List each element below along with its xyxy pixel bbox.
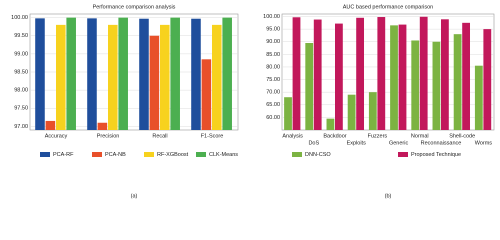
legend-swatch xyxy=(40,152,50,157)
x-tick-label: DoS xyxy=(308,140,319,146)
bar xyxy=(45,120,56,130)
bar xyxy=(377,17,386,131)
bar xyxy=(441,19,449,130)
chart-title: AUC based performance comparison xyxy=(343,4,434,10)
bar xyxy=(411,40,420,131)
bar xyxy=(462,22,471,130)
y-tick-label: 97.00 xyxy=(14,124,28,130)
y-tick-label: 99.00 xyxy=(14,51,28,57)
bar xyxy=(149,35,160,130)
x-tick-label: Backdoor xyxy=(323,133,346,139)
y-tick-label: 98.00 xyxy=(14,88,28,94)
x-tick-label: F1-Score xyxy=(201,133,224,139)
bar xyxy=(139,18,149,130)
bar xyxy=(97,122,108,130)
figure: Performance comparison analysis 97.00 97.5… xyxy=(11,4,495,199)
bar xyxy=(56,24,66,130)
y-tick-label: 90.00 xyxy=(266,39,280,45)
legend-swatch xyxy=(196,152,206,157)
caption: (a) xyxy=(131,193,138,199)
legend-label: RF-XGBoost xyxy=(157,152,189,158)
bar xyxy=(292,17,301,131)
y-tick-label: 75.00 xyxy=(266,77,280,83)
bar xyxy=(326,118,335,130)
x-tick-label: Exploits xyxy=(347,140,367,146)
caption: (b) xyxy=(385,193,392,199)
legend-swatch xyxy=(144,152,154,157)
bar xyxy=(170,17,180,130)
x-tick-label: Accuracy xyxy=(45,133,68,139)
x-tick-label: Generic xyxy=(389,140,409,146)
legend-label: CLK-Means xyxy=(209,152,238,158)
y-tick-label: 97.50 xyxy=(14,106,28,112)
x-tick-label: Analysis xyxy=(282,133,303,139)
bar xyxy=(108,24,118,130)
bar xyxy=(453,34,462,130)
bar xyxy=(419,16,428,131)
bar xyxy=(160,24,170,130)
y-tick-label: 85.00 xyxy=(266,52,280,58)
bar xyxy=(305,43,314,130)
x-tick-label: Recall xyxy=(152,133,167,139)
bar xyxy=(313,19,322,130)
x-tick-label: Shell-code xyxy=(449,133,475,139)
x-tick-label: Normal xyxy=(411,133,429,139)
legend-label: PCA-NB xyxy=(105,152,126,158)
x-tick-label: Precision xyxy=(97,133,120,139)
bar xyxy=(432,41,441,130)
y-tick-label: 60.00 xyxy=(266,115,280,121)
bar xyxy=(222,17,232,130)
bar xyxy=(347,94,356,130)
y-tick-label: 80.00 xyxy=(266,64,280,70)
bar xyxy=(66,17,76,130)
bar xyxy=(474,65,483,130)
bar xyxy=(212,24,222,130)
legend-label: DNN-CSO xyxy=(305,152,331,158)
bar xyxy=(284,97,292,130)
y-tick-label: 100.00 xyxy=(11,15,28,21)
x-tick-label: Worms xyxy=(475,140,493,146)
y-tick-label: 98.50 xyxy=(14,69,28,75)
bar xyxy=(118,17,128,130)
bar xyxy=(335,23,343,130)
y-tick-label: 95.00 xyxy=(266,27,280,33)
legend-label: Proposed Technique xyxy=(411,152,461,158)
legend-swatch xyxy=(92,152,102,157)
bar xyxy=(398,24,407,130)
y-tick-label: 65.00 xyxy=(266,102,280,108)
bar xyxy=(368,92,377,130)
y-tick-label: 100.00 xyxy=(263,14,280,20)
bar xyxy=(201,59,212,130)
y-tick-label: 70.00 xyxy=(266,90,280,96)
legend-swatch xyxy=(292,152,302,157)
bar xyxy=(390,25,398,131)
bar xyxy=(356,17,365,130)
legend-swatch xyxy=(398,152,408,157)
y-tick-label: 99.50 xyxy=(14,33,28,39)
bar xyxy=(191,18,201,130)
legend-label: PCA-RF xyxy=(53,152,74,158)
x-tick-label: Fuzzers xyxy=(368,133,388,139)
bar xyxy=(35,18,45,131)
x-tick-label: Reconnaissance xyxy=(421,140,462,146)
bar xyxy=(87,18,97,131)
chart-title: Performance comparison analysis xyxy=(93,4,176,10)
bar xyxy=(483,29,492,131)
